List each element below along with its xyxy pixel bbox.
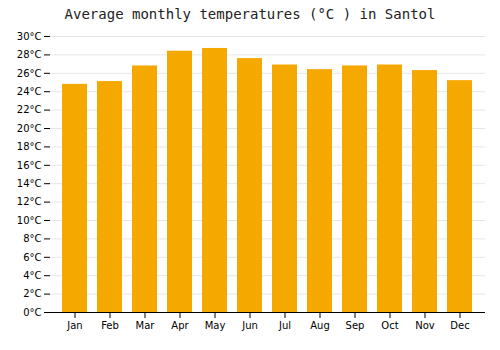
svg-text:30°C: 30°C <box>17 31 42 42</box>
svg-text:8°C: 8°C <box>23 233 41 244</box>
svg-text:4°C: 4°C <box>23 270 41 281</box>
svg-text:12°C: 12°C <box>17 196 42 207</box>
svg-text:Jul: Jul <box>278 320 291 331</box>
svg-text:6°C: 6°C <box>23 252 41 263</box>
svg-text:10°C: 10°C <box>17 215 42 226</box>
svg-text:28°C: 28°C <box>17 49 42 60</box>
svg-text:Dec: Dec <box>450 320 469 331</box>
html-text:Average monthly temperatures (: Average monthly temperatures (°C ) in Sa… <box>64 6 436 22</box>
svg-text:16°C: 16°C <box>17 160 42 171</box>
svg-text:May: May <box>205 320 226 331</box>
svg-text:Jun: Jun <box>241 320 258 331</box>
svg-text:26°C: 26°C <box>17 68 42 79</box>
svg-text:18°C: 18°C <box>17 141 42 152</box>
svg-text:2°C: 2°C <box>23 288 41 299</box>
svg-text:Oct: Oct <box>381 320 398 331</box>
svg-text:Apr: Apr <box>171 320 189 331</box>
svg-text:Feb: Feb <box>101 320 119 331</box>
svg-text:24°C: 24°C <box>17 86 42 97</box>
svg-text:0°C: 0°C <box>23 307 41 318</box>
svg-text:Sep: Sep <box>346 320 365 331</box>
svg-text:22°C: 22°C <box>17 104 42 115</box>
svg-text:Mar: Mar <box>136 320 156 331</box>
svg-text:Jan: Jan <box>66 320 82 331</box>
svg-text:Nov: Nov <box>415 320 435 331</box>
svg-text:14°C: 14°C <box>17 178 42 189</box>
svg-text:Aug: Aug <box>310 320 330 331</box>
svg-text:20°C: 20°C <box>17 123 42 134</box>
